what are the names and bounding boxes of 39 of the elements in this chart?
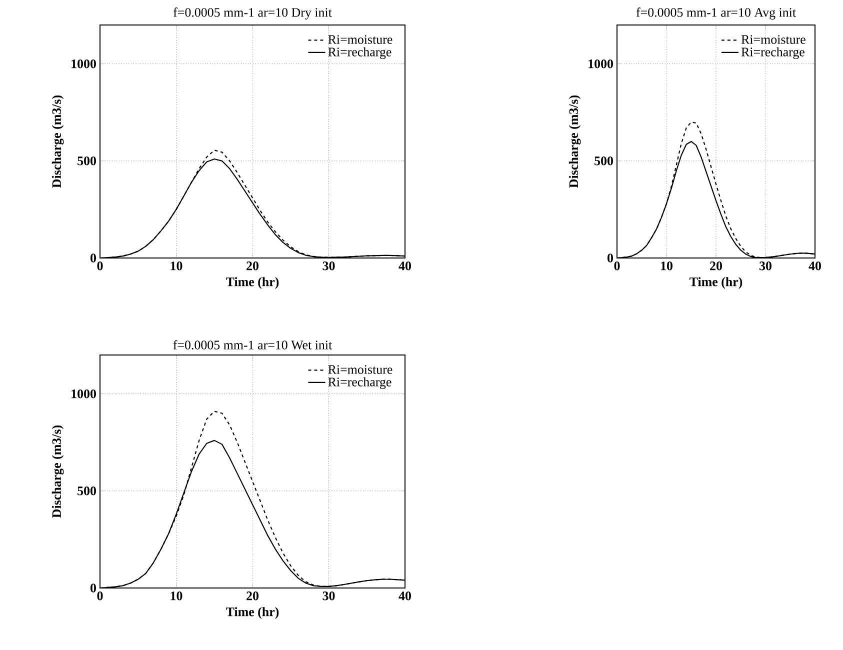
x-tick-label: 10 <box>170 262 182 270</box>
x-tick-label: 40 <box>398 592 411 600</box>
x-tick-label: 20 <box>246 262 258 270</box>
chart-title: f=0.0005 mm-1 ar=10 Dry init <box>173 8 332 20</box>
x-tick-label: 10 <box>661 262 672 270</box>
legend-label: Ri=moisture <box>741 35 806 44</box>
y-tick-label: 1000 <box>588 59 613 68</box>
y-axis-title: Discharge (m3/s) <box>52 95 64 188</box>
x-axis-title: Time (hr) <box>690 277 742 289</box>
x-tick-label: 10 <box>170 592 182 600</box>
y-tick-label: 500 <box>78 486 96 496</box>
x-tick-label: 30 <box>322 592 335 600</box>
y-tick-label: 1000 <box>72 389 96 398</box>
x-tick-label: 30 <box>760 262 772 270</box>
x-axis-title: Time (hr) <box>226 607 279 619</box>
legend-label: Ri=recharge <box>328 47 392 60</box>
x-tick-label: 40 <box>398 262 411 270</box>
y-tick-label: 1000 <box>72 59 96 68</box>
x-tick-label: 0 <box>97 592 103 600</box>
legend-label: Ri=moisture <box>328 35 392 44</box>
chart-title: f=0.0005 mm-1 ar=10 Wet init <box>173 340 332 350</box>
y-tick-label: 500 <box>594 156 613 166</box>
x-tick-label: 0 <box>614 262 620 270</box>
y-axis-title: Discharge (m3/s) <box>568 95 581 188</box>
x-axis-title: Time (hr) <box>226 277 279 289</box>
y-tick-label: 0 <box>90 584 96 592</box>
x-tick-label: 0 <box>97 262 103 270</box>
y-tick-label: 0 <box>90 254 96 262</box>
y-tick-label: 0 <box>608 254 613 262</box>
legend-label: Ri=recharge <box>741 47 804 60</box>
y-tick-label: 500 <box>78 156 96 166</box>
legend-label: Ri=recharge <box>328 377 392 390</box>
x-tick-label: 30 <box>322 262 335 270</box>
x-tick-label: 20 <box>710 262 722 270</box>
x-tick-label: 20 <box>246 592 258 600</box>
legend-label: Ri=moisture <box>328 365 392 374</box>
y-axis-title: Discharge (m3/s) <box>52 425 64 518</box>
chart-title: f=0.0005 mm-1 ar=10 Avg init <box>636 8 796 20</box>
x-tick-label: 40 <box>808 262 821 270</box>
